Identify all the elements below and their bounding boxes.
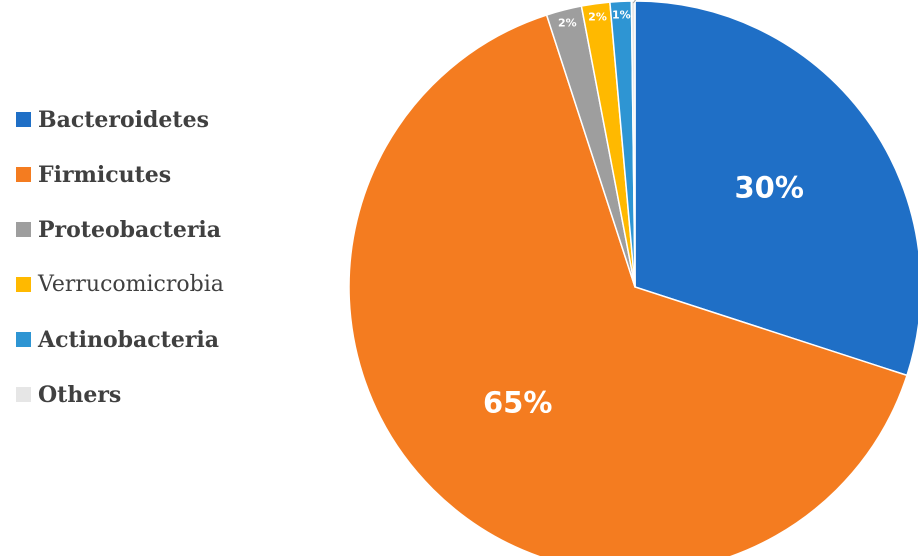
legend-label-proteobacteria: Proteobacteria [38,216,222,243]
legend-entry-actinobacteria: Actinobacteria [16,312,276,367]
pie-data-label-verrucomicrobia: 2% [588,11,607,24]
legend-label-bacteroidetes: Bacteroidetes [38,106,209,133]
pie-data-label-others: 0% [649,0,668,1]
pie-slice-bacteroidetes [634,0,918,377]
legend-swatch-firmicutes [16,167,31,182]
legend-swatch-others [16,387,31,402]
pie-data-label-firmicutes: 65% [483,385,552,419]
legend-entry-verrucomicrobia: Verrucomicrobia [16,257,276,312]
chart-legend: Bacteroidetes Firmicutes Proteobacteria … [16,92,276,422]
legend-entry-firmicutes: Firmicutes [16,147,276,202]
legend-entry-others: Others [16,367,276,422]
pie-data-label-actinobacteria: 1% [612,8,631,21]
legend-label-actinobacteria: Actinobacteria [38,326,220,353]
legend-entry-proteobacteria: Proteobacteria [16,202,276,257]
legend-swatch-proteobacteria [16,222,31,237]
legend-label-firmicutes: Firmicutes [38,161,172,188]
pie-data-label-proteobacteria: 2% [558,17,577,30]
legend-swatch-actinobacteria [16,332,31,347]
pie-slice-firmicutes [348,14,908,556]
legend-swatch-verrucomicrobia [16,277,31,292]
legend-entry-bacteroidetes: Bacteroidetes [16,92,276,147]
pie-leader-line-others [632,0,637,4]
legend-label-others: Others [38,381,122,408]
pie-data-label-bacteroidetes: 30% [734,170,803,204]
legend-label-verrucomicrobia: Verrucomicrobia [38,272,224,297]
legend-swatch-bacteroidetes [16,112,31,127]
